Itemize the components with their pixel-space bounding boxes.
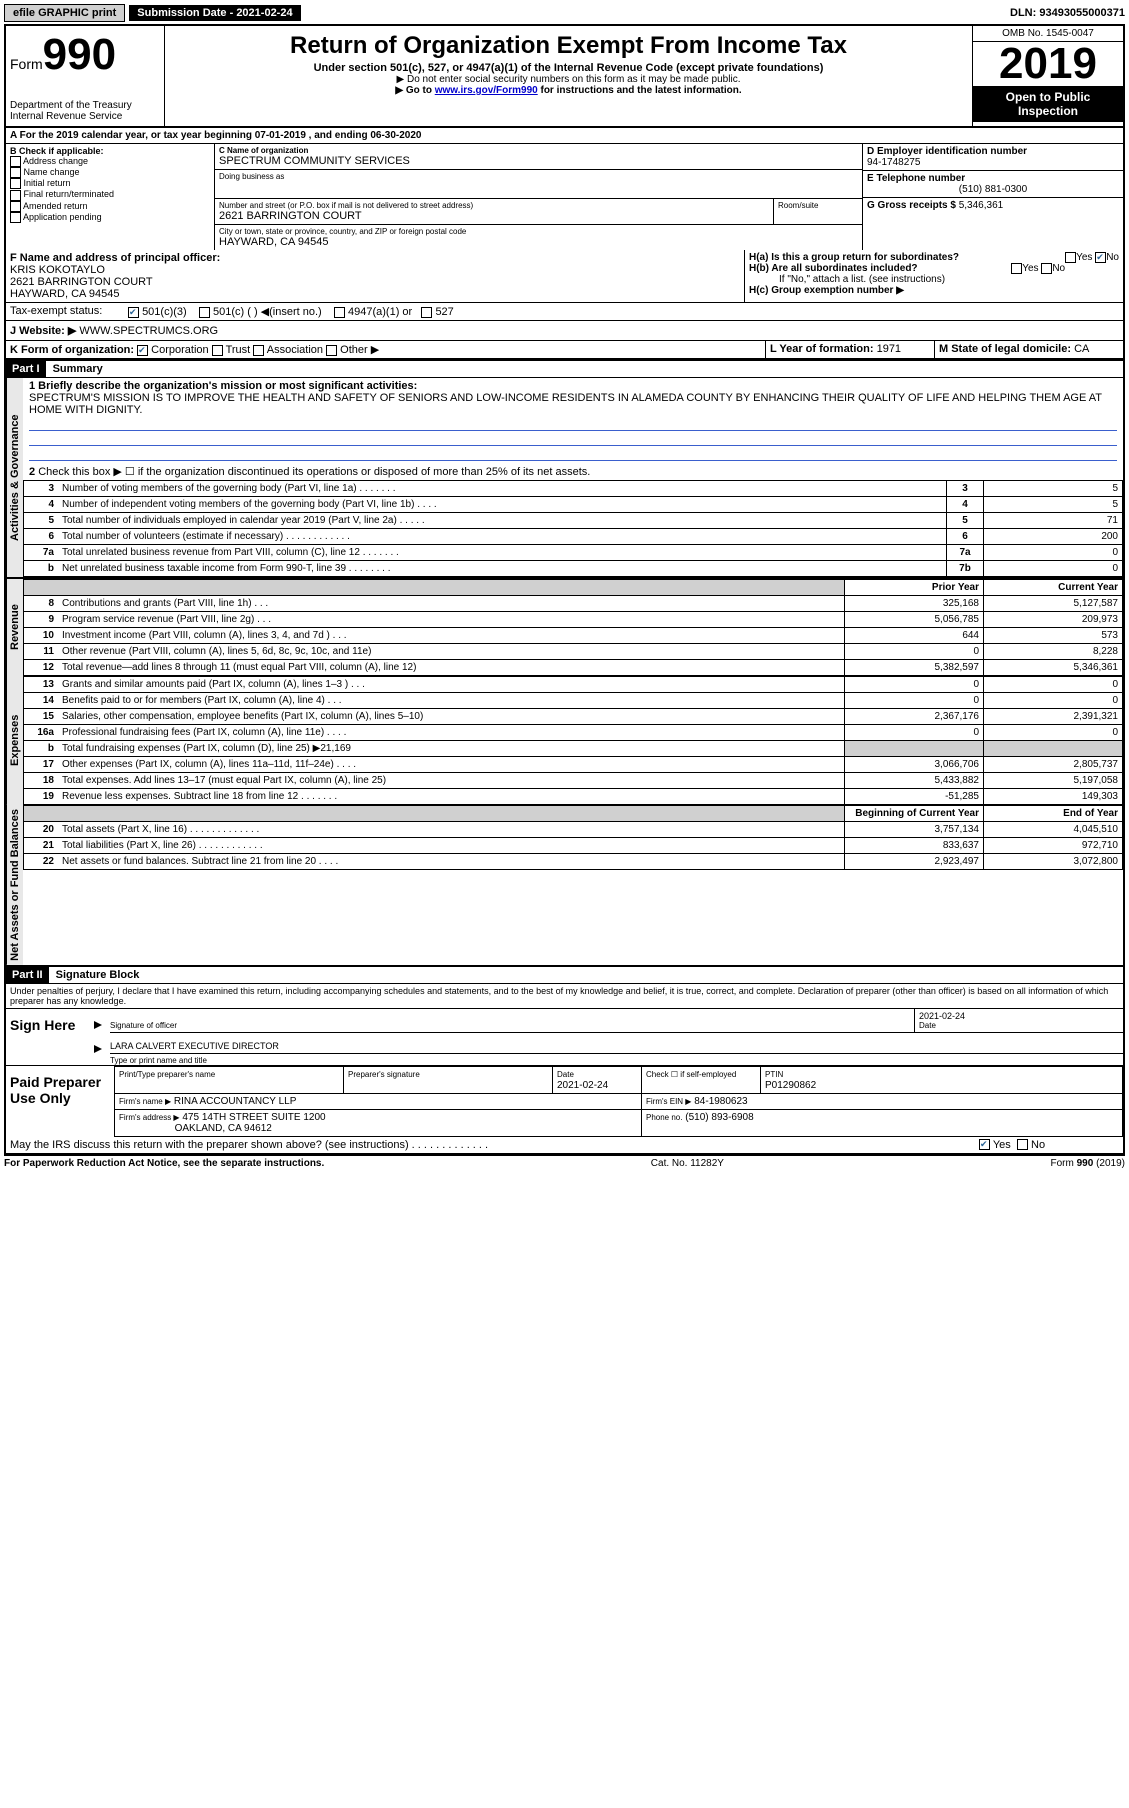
part1-header: Part I Summary	[6, 359, 1123, 378]
open-public: Open to Public Inspection	[973, 86, 1123, 122]
row-klm: K Form of organization: Corporation Trus…	[6, 341, 1123, 359]
check-pending[interactable]	[10, 212, 21, 223]
mission-text: SPECTRUM'S MISSION IS TO IMPROVE THE HEA…	[29, 392, 1117, 416]
officer-print-name: LARA CALVERT EXECUTIVE DIRECTOR	[110, 1041, 1123, 1051]
form-version: Form 990 (2019)	[1051, 1158, 1126, 1169]
sign-here-row: Sign Here Signature of officer 2021-02-2…	[6, 1008, 1123, 1065]
identity-block: B Check if applicable: Address change Na…	[6, 144, 1123, 250]
dln: DLN: 93493055000371	[1010, 7, 1125, 19]
table-ag: 3Number of voting members of the governi…	[23, 480, 1123, 577]
check-assoc[interactable]	[253, 345, 264, 356]
check-other[interactable]	[326, 345, 337, 356]
form-prefix: Form	[10, 56, 43, 72]
arrow-icon	[94, 1045, 102, 1053]
hb-yes[interactable]	[1011, 263, 1022, 274]
declaration: Under penalties of perjury, I declare th…	[6, 984, 1123, 1008]
check-initial[interactable]	[10, 178, 21, 189]
ein: 94-1748275	[867, 157, 1119, 168]
submission-date: Submission Date - 2021-02-24	[129, 5, 300, 21]
top-bar: efile GRAPHIC print Submission Date - 20…	[4, 4, 1125, 22]
hb-no[interactable]	[1041, 263, 1052, 274]
check-501c3[interactable]	[128, 307, 139, 318]
checkbox-col-b: B Check if applicable: Address change Na…	[6, 144, 215, 250]
org-name: SPECTRUM COMMUNITY SERVICES	[219, 155, 858, 167]
ptin: P01290862	[765, 1080, 816, 1091]
form-header: Form990 Department of the Treasury Inter…	[6, 26, 1123, 128]
check-name[interactable]	[10, 167, 21, 178]
city-state-zip: HAYWARD, CA 94545	[219, 236, 858, 248]
check-amended[interactable]	[10, 201, 21, 212]
subtitle: Under section 501(c), 527, or 4947(a)(1)…	[173, 62, 964, 74]
paid-preparer-row: Paid Preparer Use Only Print/Type prepar…	[6, 1065, 1123, 1137]
table-expenses: 13Grants and similar amounts paid (Part …	[23, 676, 1123, 805]
officer-name: KRIS KOKOTAYLO	[10, 264, 740, 276]
efile-button[interactable]: efile GRAPHIC print	[4, 4, 125, 22]
check-527[interactable]	[421, 307, 432, 318]
check-4947[interactable]	[334, 307, 345, 318]
firm-name: RINA ACCOUNTANCY LLP	[174, 1096, 296, 1107]
row-j: J Website: ▶ WWW.SPECTRUMCS.ORG	[6, 321, 1123, 341]
discuss-row: May the IRS discuss this return with the…	[6, 1137, 1123, 1154]
tax-year: 2019	[973, 42, 1123, 86]
id-right: D Employer identification number 94-1748…	[862, 144, 1123, 250]
na-label: Net Assets or Fund Balances	[6, 805, 23, 965]
id-left: C Name of organization SPECTRUM COMMUNIT…	[215, 144, 862, 250]
dept-treasury: Department of the Treasury Internal Reve…	[10, 100, 160, 122]
website-link[interactable]: WWW.SPECTRUMCS.ORG	[79, 325, 218, 337]
instr-2: ▶ Go to www.irs.gov/Form990 for instruct…	[173, 85, 964, 96]
gross-receipts: 5,346,361	[959, 200, 1004, 211]
check-corp[interactable]	[137, 345, 148, 356]
ag-label: Activities & Governance	[6, 378, 23, 577]
rev-label: Revenue	[6, 579, 23, 676]
main-title: Return of Organization Exempt From Incom…	[173, 32, 964, 60]
check-501c[interactable]	[199, 307, 210, 318]
preparer-table: Print/Type preparer's name Preparer's si…	[114, 1066, 1123, 1137]
footer: For Paperwork Reduction Act Notice, see …	[4, 1156, 1125, 1171]
expenses-section: Expenses 13Grants and similar amounts pa…	[6, 676, 1123, 805]
exp-label: Expenses	[6, 676, 23, 805]
check-address[interactable]	[10, 156, 21, 167]
discuss-no[interactable]	[1017, 1139, 1028, 1150]
arrow-icon	[94, 1021, 102, 1029]
part2-header: Part II Signature Block	[6, 965, 1123, 984]
year-cell: OMB No. 1545-0047 2019 Open to Public In…	[972, 26, 1123, 126]
form-number: 990	[43, 30, 116, 79]
row-i: Tax-exempt status: 501(c)(3) 501(c) ( ) …	[6, 303, 1123, 321]
activities-governance: Activities & Governance 1 Briefly descri…	[6, 378, 1123, 577]
line-a: A For the 2019 calendar year, or tax yea…	[6, 128, 1123, 144]
form-container: Form990 Department of the Treasury Inter…	[4, 24, 1125, 1156]
ha-no[interactable]	[1095, 252, 1106, 263]
form990-link[interactable]: www.irs.gov/Form990	[435, 85, 538, 96]
instr-1: ▶ Do not enter social security numbers o…	[173, 74, 964, 85]
firm-ein: 84-1980623	[694, 1096, 747, 1107]
ha-yes[interactable]	[1065, 252, 1076, 263]
netassets-section: Net Assets or Fund Balances Beginning of…	[6, 805, 1123, 965]
check-trust[interactable]	[212, 345, 223, 356]
firm-phone: (510) 893-6908	[685, 1112, 753, 1123]
table-netassets: Beginning of Current YearEnd of Year20To…	[23, 805, 1123, 870]
check-final[interactable]	[10, 190, 21, 201]
row-fh: F Name and address of principal officer:…	[6, 250, 1123, 303]
revenue-section: Revenue Prior YearCurrent Year8Contribut…	[6, 577, 1123, 676]
discuss-yes[interactable]	[979, 1139, 990, 1150]
state-domicile: CA	[1074, 343, 1089, 355]
street-address: 2621 BARRINGTON COURT	[219, 210, 769, 222]
telephone: (510) 881-0300	[867, 184, 1119, 195]
form-number-cell: Form990 Department of the Treasury Inter…	[6, 26, 165, 126]
table-revenue: Prior YearCurrent Year8Contributions and…	[23, 579, 1123, 676]
year-formation: 1971	[877, 343, 901, 355]
title-cell: Return of Organization Exempt From Incom…	[165, 26, 972, 126]
